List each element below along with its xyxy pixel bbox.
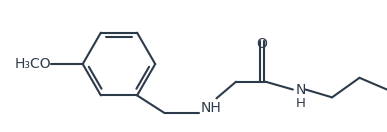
Text: N: N [296, 82, 306, 96]
Text: H: H [296, 97, 306, 110]
Text: H₃CO: H₃CO [15, 57, 51, 71]
Text: NH: NH [201, 101, 221, 115]
Text: O: O [256, 37, 267, 51]
